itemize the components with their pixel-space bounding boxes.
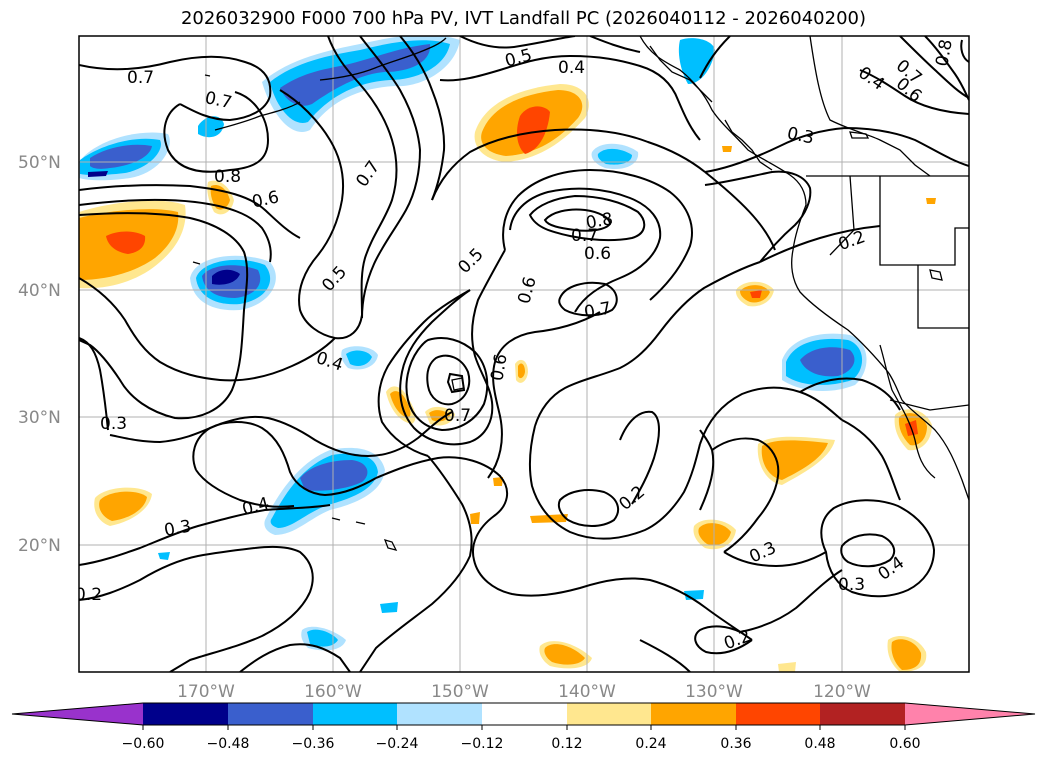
pv-contours	[79, 36, 969, 672]
lat-label: 40°N	[18, 281, 61, 301]
colorbar-tick: −0.12	[461, 736, 504, 752]
contour-label: 0.8	[214, 167, 241, 187]
pos-region	[470, 512, 480, 524]
pos-region	[106, 231, 146, 254]
pos-region	[544, 644, 585, 665]
colorbar: −0.60 −0.48 −0.36 −0.24 −0.12 0.12 0.24 …	[11, 702, 1036, 752]
neg-region	[800, 347, 855, 377]
lon-label: 120°W	[813, 682, 871, 702]
latitude-labels: 50°N 40°N 30°N 20°N	[18, 153, 61, 556]
colorbar-tick: 0.48	[804, 736, 835, 752]
colorbar-swatch	[651, 703, 736, 725]
contour-label: 0.3	[163, 517, 193, 541]
pos-region	[493, 477, 503, 486]
pos-region	[429, 410, 450, 422]
pos-region	[518, 363, 525, 379]
pos-region	[926, 198, 936, 204]
neg-region	[346, 350, 372, 366]
contour-label: 0.8	[932, 38, 956, 68]
colorbar-swatch	[397, 703, 482, 725]
contour-label: 0.4	[558, 58, 585, 78]
colorbar-tick: 0.60	[889, 736, 920, 752]
colorbar-swatch	[482, 703, 567, 725]
pos-region	[530, 514, 568, 523]
neg-region	[597, 148, 632, 165]
contour-label: 0.8	[584, 209, 614, 233]
lon-label: 130°W	[685, 682, 743, 702]
pos-region	[750, 290, 762, 298]
contour-label: 0.7	[583, 299, 613, 323]
colorbar-tick: 0.36	[720, 736, 751, 752]
lat-label: 20°N	[18, 536, 61, 556]
colorbar-tick: 0.12	[551, 736, 582, 752]
colorbar-swatch	[228, 703, 313, 725]
map-panel: 0.7 0.7 0.5 0.4 0.8 0.6 0.7 0.8 0.7 0.6 …	[75, 36, 969, 672]
contour-label: 0.6	[487, 352, 511, 382]
contour-label: 0.2	[75, 585, 102, 605]
pos-region	[517, 106, 550, 154]
colorbar-swatch	[567, 703, 651, 725]
pos-region	[99, 491, 147, 521]
colorbar-tick: 0.24	[635, 736, 666, 752]
neg-region	[380, 602, 398, 613]
pos-region	[778, 662, 796, 672]
neg-region	[88, 171, 108, 177]
colorbar-swatch	[143, 703, 228, 725]
neg-region	[678, 38, 715, 84]
contour-label: 0.3	[100, 414, 127, 434]
map-title: 2026032900 F000 700 hPa PV, IVT Landfall…	[180, 8, 867, 29]
lon-label: 170°W	[177, 682, 235, 702]
contour-label: 0.7	[127, 68, 154, 88]
neg-region	[198, 116, 224, 138]
colorbar-tick: −0.60	[122, 736, 165, 752]
lat-label: 50°N	[18, 153, 61, 173]
colorbar-tick: −0.24	[376, 736, 419, 752]
colorbar-swatch	[736, 703, 820, 725]
contour-label: 0.3	[838, 575, 865, 595]
colorbar-swatch	[820, 703, 905, 725]
neg-region	[307, 629, 338, 647]
pos-region	[891, 639, 922, 670]
pos-region	[698, 523, 731, 546]
colorbar-extend-max	[905, 703, 1035, 725]
neg-region	[158, 552, 170, 560]
lon-label: 150°W	[431, 682, 489, 702]
contour-label: 0.7	[444, 406, 471, 426]
lat-label: 30°N	[18, 408, 61, 428]
neg-region	[212, 269, 240, 285]
contour-label: 0.7	[571, 226, 598, 246]
grid-lines	[79, 36, 969, 672]
longitude-labels: 170°W 160°W 150°W 140°W 130°W 120°W	[177, 682, 871, 702]
lon-label: 160°W	[304, 682, 362, 702]
pos-region	[722, 146, 732, 152]
lon-label: 140°W	[558, 682, 616, 702]
pos-region	[390, 391, 411, 418]
colorbar-swatch	[313, 703, 397, 725]
colorbar-tick: −0.48	[207, 736, 250, 752]
contour-label: 0.6	[584, 244, 611, 264]
colorbar-extend-min	[12, 703, 143, 725]
neg-region	[300, 460, 368, 491]
neg-region	[90, 144, 152, 169]
colorbar-tick: −0.36	[292, 736, 335, 752]
map-frame	[78, 35, 970, 673]
